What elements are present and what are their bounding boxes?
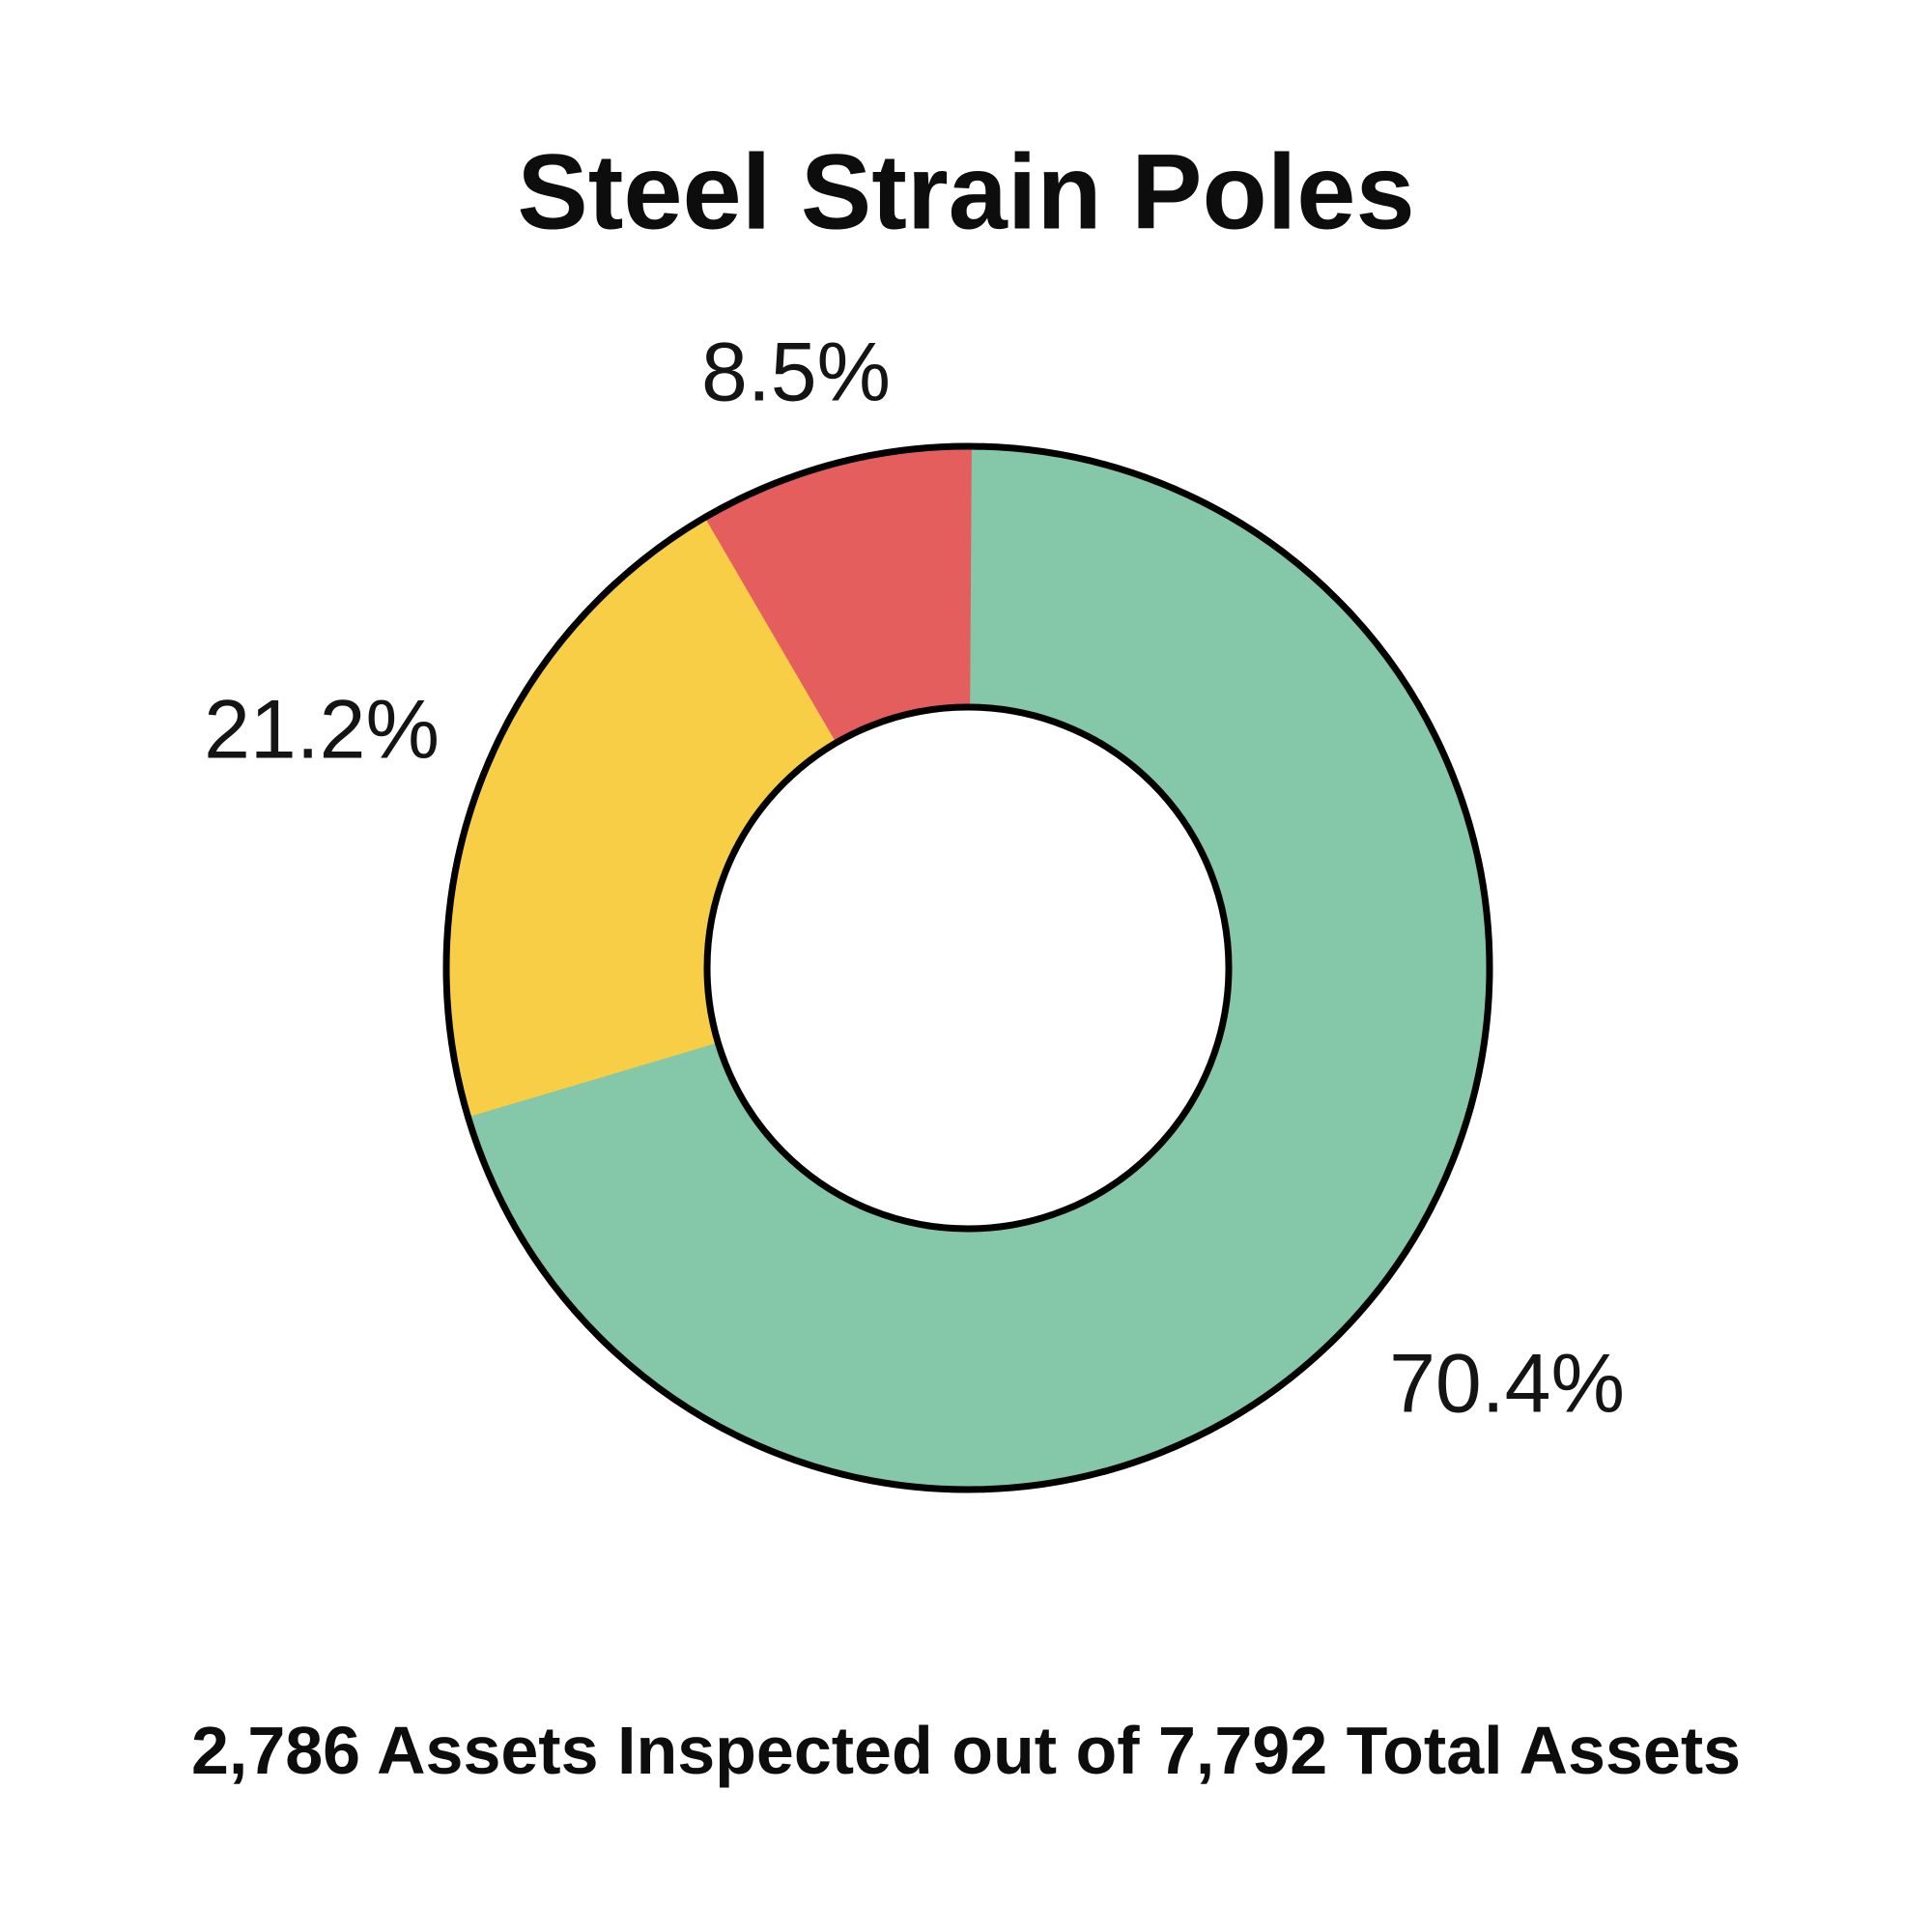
assets-inspected-caption: 2,786 Assets Inspected out of 7,792 Tota…: [190, 1713, 1742, 1788]
slice-percent-label-green: 70.4%: [1389, 1337, 1625, 1431]
donut-outer-outline: [442, 442, 1493, 1493]
chart-title: Steel Strain Poles: [517, 132, 1415, 252]
slice-percent-label-yellow: 21.2%: [204, 683, 440, 777]
donut-inner-outline: [703, 703, 1233, 1233]
slice-percent-label-red: 8.5%: [700, 326, 892, 419]
